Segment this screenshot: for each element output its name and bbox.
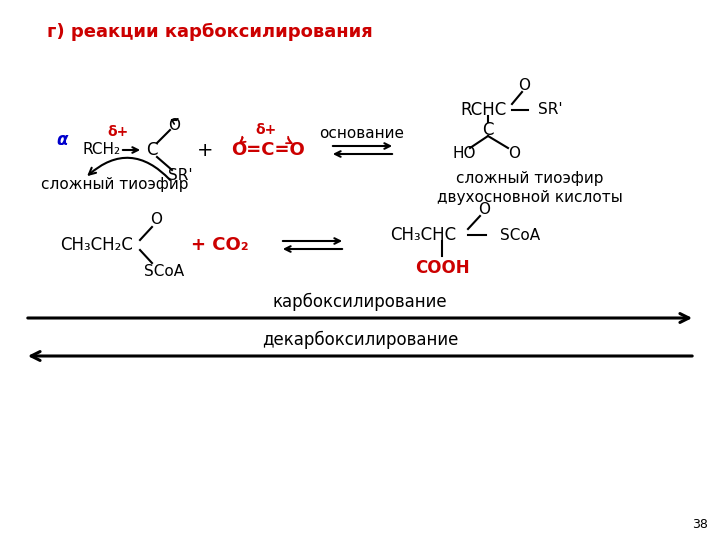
Text: SCoA: SCoA xyxy=(500,227,540,242)
Text: сложный тиоэфир: сложный тиоэфир xyxy=(41,178,189,192)
Text: C: C xyxy=(482,121,494,139)
Text: SR': SR' xyxy=(538,103,562,118)
Text: COOH: COOH xyxy=(415,259,469,277)
Text: O: O xyxy=(150,213,162,227)
FancyArrowPatch shape xyxy=(89,158,170,180)
Text: CH₃CH₂C: CH₃CH₂C xyxy=(60,236,133,254)
Text: O: O xyxy=(518,78,530,93)
Text: основание: основание xyxy=(320,126,405,141)
Text: δ+: δ+ xyxy=(256,123,276,137)
Text: δ+: δ+ xyxy=(107,125,129,139)
Text: HO: HO xyxy=(452,146,476,161)
Text: декарбоксилирование: декарбоксилирование xyxy=(262,331,458,349)
Text: SR': SR' xyxy=(168,168,192,184)
FancyArrowPatch shape xyxy=(171,119,178,124)
Text: C: C xyxy=(146,141,158,159)
FancyArrowPatch shape xyxy=(286,137,292,143)
Text: RCHC: RCHC xyxy=(460,101,506,119)
Text: SCoA: SCoA xyxy=(144,264,184,279)
Text: +: + xyxy=(197,140,213,159)
Text: O=C=O: O=C=O xyxy=(231,141,305,159)
Text: O: O xyxy=(508,146,520,161)
Text: O: O xyxy=(478,202,490,218)
Text: 38: 38 xyxy=(692,518,708,531)
Text: O: O xyxy=(168,118,180,132)
Text: CH₃CHC: CH₃CHC xyxy=(390,226,456,244)
FancyArrowPatch shape xyxy=(240,137,246,143)
Text: карбоксилирование: карбоксилирование xyxy=(273,293,447,311)
Text: RCH₂: RCH₂ xyxy=(82,143,120,158)
Text: г) реакции карбоксилирования: г) реакции карбоксилирования xyxy=(47,23,373,41)
Text: + CO₂: + CO₂ xyxy=(192,236,249,254)
Text: сложный тиоэфир
двухосновной кислоты: сложный тиоэфир двухосновной кислоты xyxy=(437,171,623,205)
Text: α: α xyxy=(56,131,68,149)
